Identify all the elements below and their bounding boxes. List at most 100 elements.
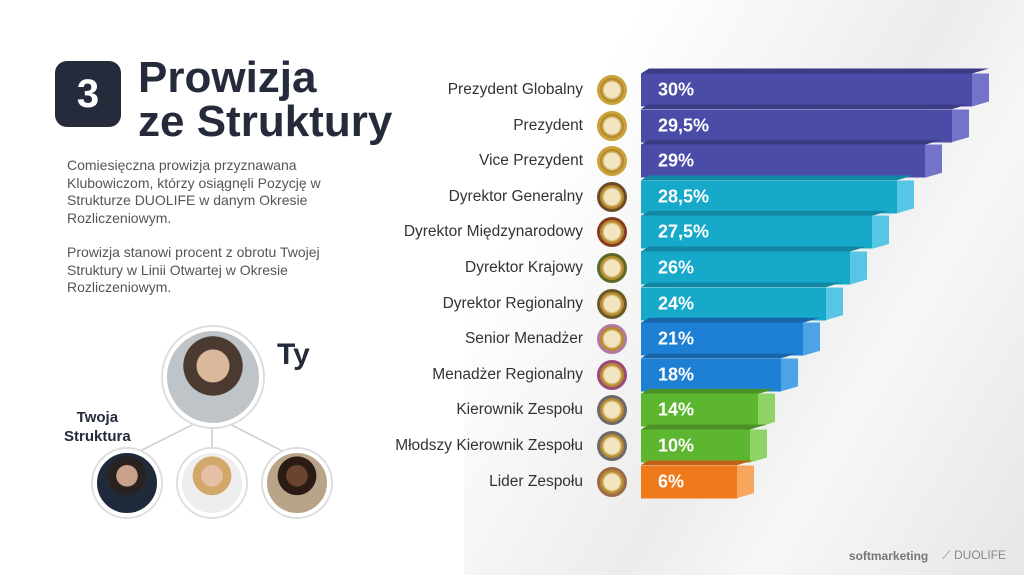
bar: 29% — [641, 139, 942, 178]
structure-label-line-1: Twoja — [76, 409, 119, 426]
bar-front: 28,5% — [641, 180, 897, 214]
description-paragraph-2: Prowizja stanowi procent z obrotu Twojej… — [67, 244, 320, 295]
bar-value-label: 27,5% — [658, 221, 710, 242]
bar-side — [826, 287, 843, 321]
rank-badge-icon — [597, 431, 627, 461]
avatar-structure-1 — [93, 449, 161, 517]
bar-side — [872, 215, 889, 249]
bar-front: 10% — [641, 429, 750, 463]
bar-top — [641, 353, 798, 359]
bar-front: 21% — [641, 322, 803, 356]
bar-value-label: 14% — [658, 399, 695, 420]
bar-top — [641, 282, 843, 288]
structure-label-line-2: Struktura — [64, 428, 131, 445]
bar-value-label: 29% — [658, 150, 695, 171]
category-label: Kierownik Zespołu — [456, 401, 583, 419]
bar-front: 6% — [641, 465, 737, 499]
duolife-logo: ⟋ DUOLIFE — [942, 548, 1006, 562]
bar-top — [641, 246, 867, 252]
bar-side — [952, 109, 969, 143]
bar-front: 29% — [641, 144, 925, 178]
bar-side — [750, 429, 767, 463]
bar-value-label: 10% — [658, 435, 695, 456]
category-label: Lider Zespołu — [489, 472, 583, 490]
bar-side — [737, 465, 754, 499]
category-label: Menadżer Regionalny — [432, 365, 583, 383]
you-label: Ty — [277, 338, 310, 371]
page-title: Prowizja ze Struktury — [138, 56, 392, 144]
bar-side — [897, 180, 914, 214]
bar-value-label: 28,5% — [658, 186, 710, 207]
section-number: 3 — [55, 61, 121, 127]
duolife-logo-text: DUOLIFE — [953, 548, 1006, 562]
bar-top — [641, 388, 775, 394]
bar-front: 14% — [641, 393, 758, 427]
softmarketing-logo: softmarketing — [848, 548, 929, 563]
category-label: Prezydent Globalny — [447, 81, 583, 98]
bar-front: 27,5% — [641, 215, 872, 249]
bar-top — [641, 424, 767, 430]
bar-top — [641, 210, 889, 216]
bar-top — [641, 104, 969, 110]
category-label: Dyrektor Krajowy — [465, 259, 583, 276]
bar-value-label: 21% — [658, 328, 695, 349]
rank-badge-icon — [597, 110, 627, 141]
title-line-2: ze Struktury — [138, 97, 393, 146]
category-label: Vice Prezydent — [479, 152, 583, 170]
bar: 26% — [641, 246, 867, 285]
avatar-structure-3 — [263, 449, 331, 517]
bar-side — [850, 251, 867, 285]
bar-side — [781, 358, 798, 392]
bar: 10% — [641, 424, 767, 463]
bar-value-label: 6% — [658, 471, 685, 492]
avatar-you — [163, 327, 263, 427]
rank-badge-icon — [597, 217, 627, 248]
rank-badge-icon — [597, 146, 627, 177]
rank-badge-icon — [597, 181, 627, 212]
bar: 6% — [641, 460, 754, 499]
category-label: Dyrektor Generalny — [448, 187, 583, 205]
bar-front: 30% — [641, 73, 972, 107]
bar: 28,5% — [641, 175, 914, 214]
bar-front: 26% — [641, 251, 850, 285]
bar-side — [758, 393, 775, 427]
bar-side — [925, 144, 942, 178]
bar: 21% — [641, 317, 820, 356]
rank-badge-icon — [597, 253, 627, 283]
bar-top — [641, 460, 754, 466]
bar-front: 24% — [641, 287, 826, 321]
category-label: Senior Menadżer — [464, 330, 583, 348]
category-label: Młodszy Kierownik Zespołu — [395, 437, 583, 454]
rank-badge-icon — [597, 395, 627, 426]
bar-top — [641, 317, 820, 323]
bar-value-label: 26% — [658, 257, 695, 278]
bar: 29,5% — [641, 104, 969, 143]
bar: 18% — [641, 353, 798, 392]
category-label: Dyrektor Regionalny — [442, 294, 583, 312]
bar-value-label: 29,5% — [658, 115, 710, 136]
bar-value-label: 24% — [658, 293, 695, 314]
bar-value-label: 30% — [658, 79, 695, 100]
avatar-structure-2 — [178, 449, 246, 517]
bar-top — [641, 175, 914, 181]
rank-badge-icon — [597, 359, 627, 390]
description: Comiesięczna prowizja przyznawana Klubow… — [67, 157, 367, 314]
rank-badge-icon — [597, 324, 627, 355]
bar-front: 18% — [641, 358, 781, 392]
bar-value-label: 18% — [658, 364, 695, 385]
bar-top — [641, 139, 942, 145]
description-paragraph-1: Comiesięczna prowizja przyznawana Klubow… — [67, 157, 321, 226]
bar-side — [803, 322, 820, 356]
bar: 27,5% — [641, 210, 889, 249]
rank-badge-icon — [597, 466, 627, 497]
structure-label: Twoja Struktura — [64, 408, 131, 446]
rank-badge-icon — [597, 288, 627, 319]
rank-badge-icon — [597, 75, 627, 105]
bar-front: 29,5% — [641, 109, 952, 143]
bar-side — [972, 73, 989, 107]
bar: 24% — [641, 282, 843, 321]
category-label: Prezydent — [513, 116, 583, 134]
title-line-1: Prowizja — [138, 53, 317, 102]
bar-top — [641, 68, 989, 74]
bar: 30% — [641, 68, 989, 107]
